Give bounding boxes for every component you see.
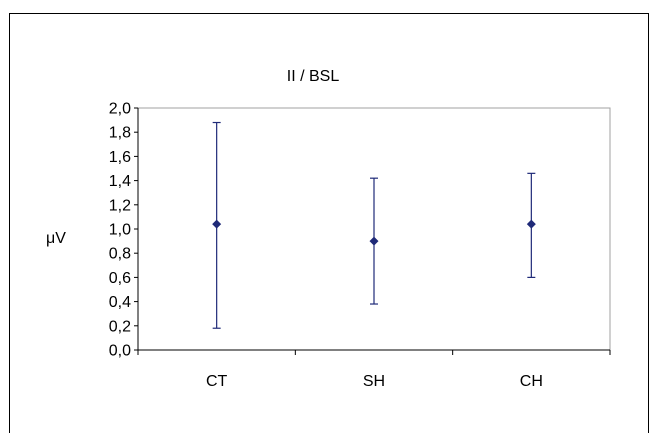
y-tick-label: 0,8: [109, 246, 131, 263]
data-point: [212, 219, 222, 229]
y-tick-label: 0,2: [109, 318, 131, 335]
x-tick-label: SH: [363, 373, 385, 390]
data-point: [526, 219, 536, 229]
y-tick-label: 1,4: [109, 173, 131, 190]
y-tick-label: 0,4: [109, 294, 131, 311]
y-tick-label: 1,2: [109, 197, 131, 214]
y-tick-label: 0,0: [109, 343, 131, 360]
y-tick-label: 0,6: [109, 270, 131, 287]
y-axis-label: μV: [46, 230, 66, 247]
y-tick-label: 1,0: [109, 222, 131, 239]
y-tick-label: 1,6: [109, 149, 131, 166]
y-tick-label: 2,0: [109, 101, 131, 118]
chart-title: II / BSL: [287, 68, 340, 85]
axes: 0,0 0,2 0,4 0,6 0,8 1,0 1,2 1,4 1,6 1,8 2,0 CT SH CH: [109, 101, 611, 390]
figure-frame: [9, 13, 649, 433]
data-marks: [212, 121, 536, 329]
x-tick-label: CT: [206, 373, 228, 390]
data-point: [369, 236, 379, 246]
y-tick-label: 1,8: [109, 125, 131, 142]
x-tick-label: CH: [520, 373, 543, 390]
